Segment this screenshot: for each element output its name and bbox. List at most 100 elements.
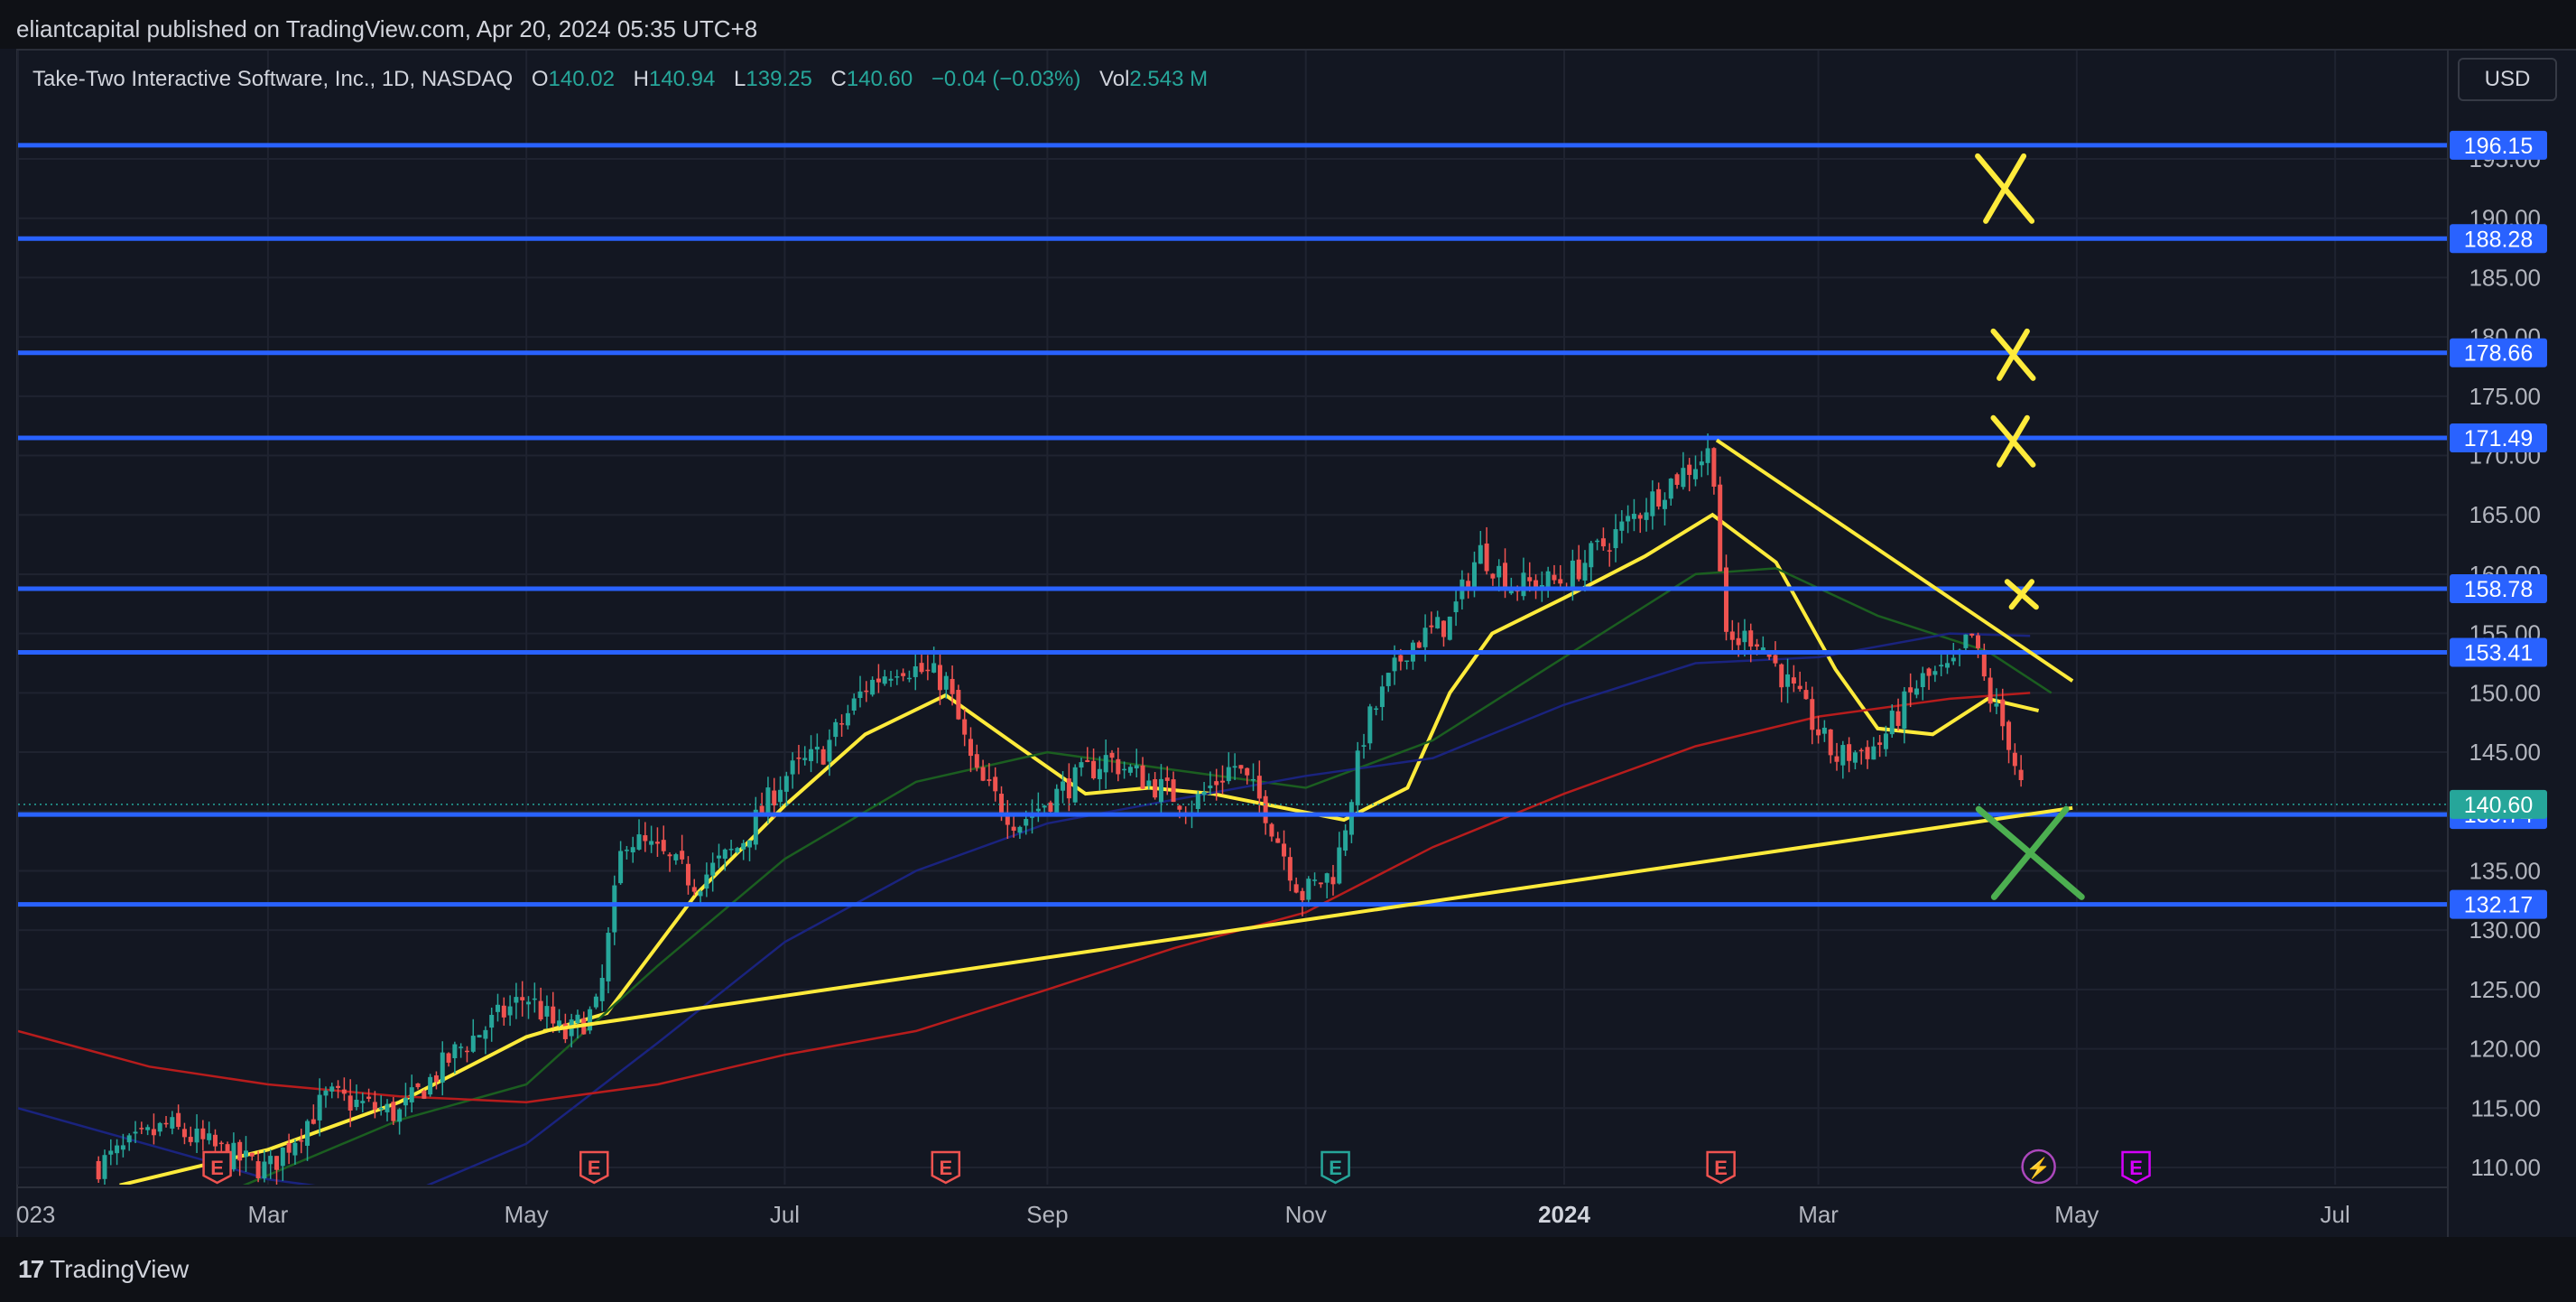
candle [286,1143,292,1153]
candle [262,1161,267,1179]
candle [882,676,887,684]
candle [255,1161,261,1178]
candle [1521,572,1526,597]
candle [1251,778,1256,781]
level-label-box [2450,224,2547,254]
chart-grid [17,51,2448,1185]
candle [962,719,968,735]
price-tick: 120.00 [2469,1036,2541,1063]
price-tick: 110.00 [2470,1154,2541,1181]
candle [931,663,937,673]
time-tick: Mar [248,1201,289,1228]
candle [1828,729,1833,756]
candle [440,1052,445,1083]
price-tick: 145.00 [2469,739,2541,766]
candle [1902,691,1907,730]
marker-shape [579,1150,609,1185]
time-tick: 023 [16,1201,55,1228]
candle [520,997,525,1000]
candle [1785,674,1791,687]
candle [1091,760,1097,778]
cross-mark [2004,579,2039,610]
candle [483,1029,488,1039]
symbol-name: Take-Two Interactive Software, Inc., 1D,… [32,67,514,91]
candle [1085,759,1090,762]
candle [968,739,973,757]
candle [1330,877,1336,885]
candle [1810,699,1815,730]
moving-average-green [242,567,2052,1185]
candle [1054,788,1060,814]
candle [876,678,881,683]
candle [1705,448,1710,463]
cross-marks [1975,153,2085,900]
level-label: 196.15 [2464,134,2533,159]
candle [1122,768,1127,771]
candle [1024,819,1029,826]
candle [452,1044,458,1058]
open-value: 140.02 [548,67,615,91]
candle [1447,616,1452,640]
time-tick: May [2054,1201,2099,1228]
candle [1238,765,1244,769]
candle [1865,747,1870,759]
candle [901,673,906,676]
candle [974,754,979,768]
candle [993,777,998,792]
candle [1963,634,1969,648]
candle [292,1142,298,1156]
candle [814,747,820,750]
candle [397,1109,403,1122]
currency-button[interactable]: USD [2458,58,2557,101]
candle [735,848,740,853]
price-tick: 115.00 [2470,1094,2541,1121]
candle [728,849,734,851]
candle [1939,665,1944,667]
trendlines [542,438,2074,1033]
candle [1539,584,1544,587]
candle [1969,633,1975,636]
candle [489,1015,495,1028]
candle [1171,779,1176,803]
horizontal-levels [18,143,2448,907]
cross-stroke [1983,153,2027,224]
candle [1195,794,1200,809]
candle [802,758,808,760]
candle [624,850,629,851]
candle [1048,802,1053,813]
candle [391,1102,396,1121]
candle [704,874,709,889]
candle [1478,544,1483,564]
candle [1589,543,1594,568]
candle [759,805,764,814]
candle [919,663,924,673]
cross-stroke [1997,414,2030,468]
marker-glyph: E [210,1157,224,1179]
time-tick: Jul [770,1201,800,1228]
earnings-marker: E [579,1150,609,1185]
candle [575,1014,580,1024]
candle [1398,655,1404,662]
level-label-box [2450,130,2547,160]
footer-bar [0,1237,2576,1302]
candle [1711,448,1717,488]
candle [1269,823,1274,837]
candle [2006,721,2012,750]
candle [1656,488,1662,507]
candle [1847,744,1852,761]
candle [1821,727,1827,734]
chart-frame[interactable] [16,49,2576,1237]
candle [809,749,814,761]
time-tick: Mar [1798,1201,1839,1228]
candle [1097,768,1102,779]
candle [1858,749,1864,752]
candle [268,1156,273,1165]
change-value: −0.04 (−0.03%) [931,67,1081,91]
tradingview-logo[interactable]: 17 TradingView [18,1255,189,1284]
candle [1079,762,1084,768]
level-label: 158.78 [2464,577,2533,602]
candle [864,690,869,693]
candle [1263,795,1268,823]
candle [157,1122,162,1132]
